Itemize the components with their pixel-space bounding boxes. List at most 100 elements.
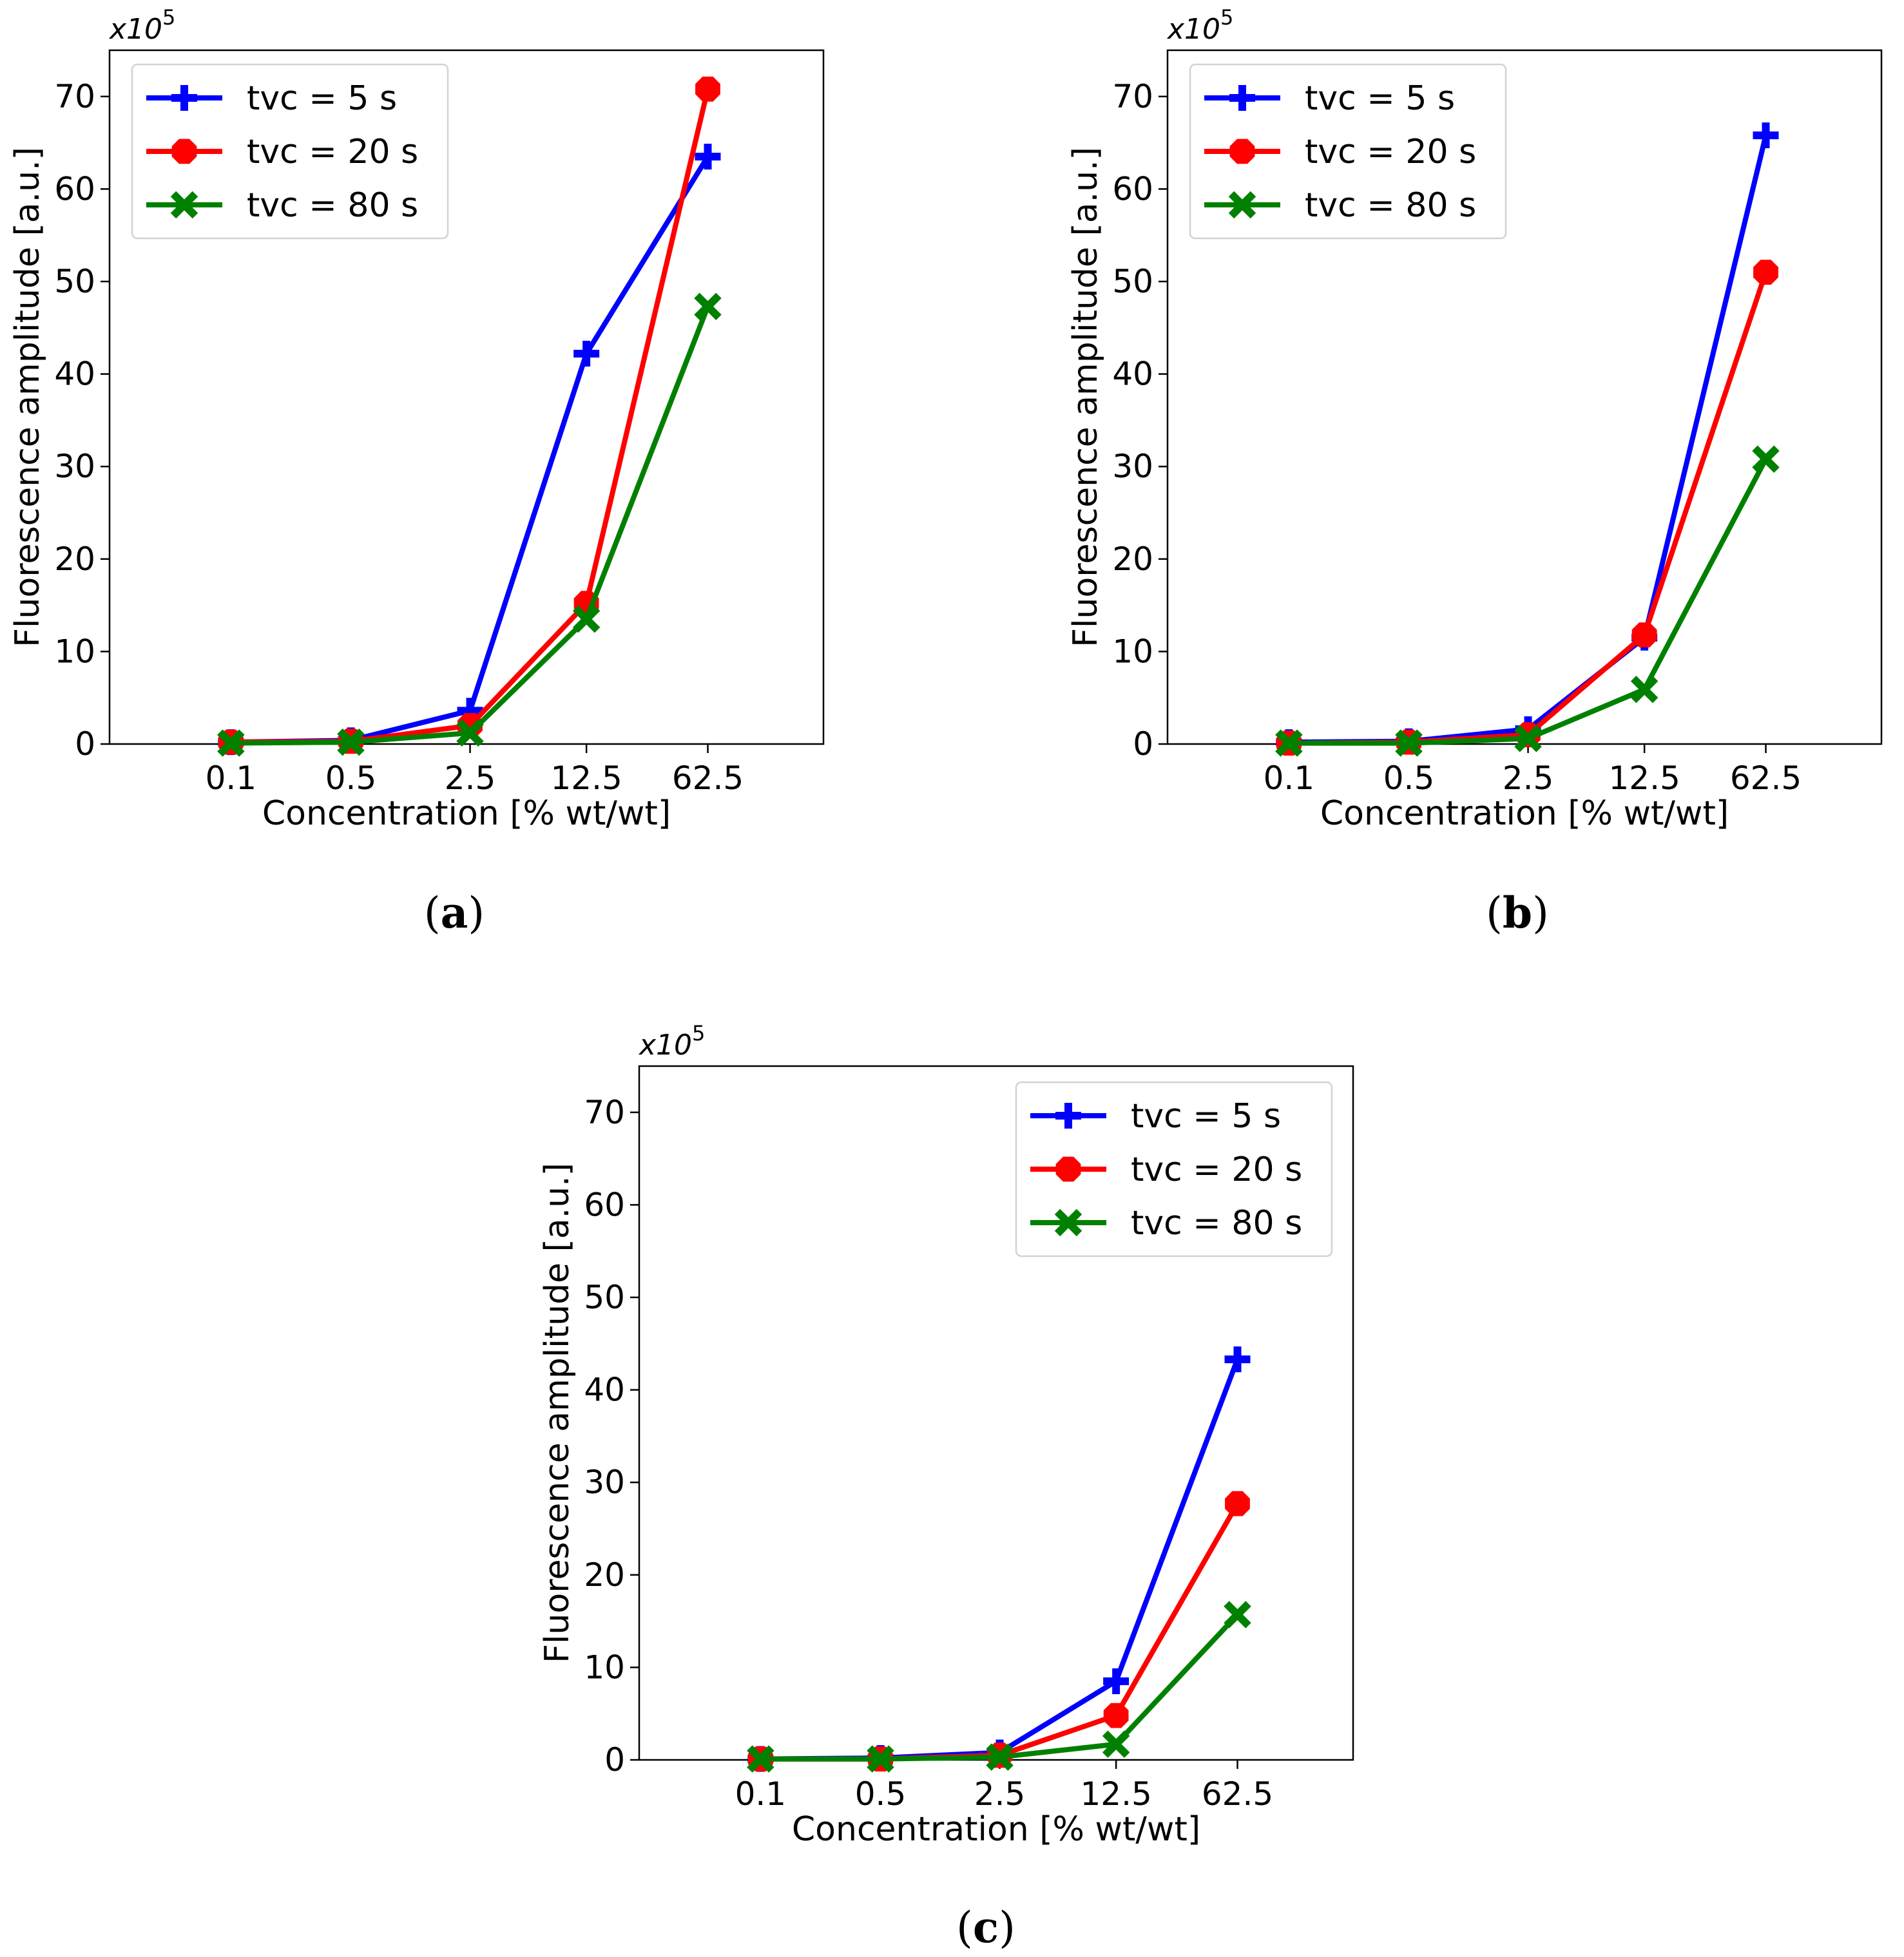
- y-tick-label: 50: [54, 263, 95, 300]
- x-tick-label: 12.5: [1080, 1775, 1151, 1813]
- data-point-marker: [1224, 1601, 1251, 1628]
- y-tick-label: 0: [604, 1741, 625, 1779]
- data-point-marker: [1275, 729, 1303, 757]
- series-0: [747, 1346, 1251, 1772]
- y-tick-label: 30: [584, 1464, 625, 1501]
- y-tick-label: 60: [1112, 170, 1153, 207]
- data-point-marker: [694, 292, 722, 321]
- data-point-marker: [1395, 729, 1423, 757]
- legend: tvc = 5 s tvc = 20 s tvc = 80 s: [131, 63, 449, 240]
- data-point-marker: [572, 605, 601, 633]
- series-line: [231, 155, 710, 745]
- chart-panel-b: 0 10 20 30 40 50 60 70 0.1 0.5 2.5 12.5 62.5Concentr…: [1066, 5, 1883, 938]
- legend-label: tvc = 20 s: [1305, 133, 1476, 171]
- x-tick-label: 12.5: [1608, 759, 1680, 797]
- data-point-marker: [1514, 725, 1542, 752]
- chart-panel-a: 0 10 20 30 40 50 60 70 0.1 0.5 2.5 12.5 62.5Concentr…: [8, 5, 825, 938]
- y-multiplier-label: x105: [638, 1021, 705, 1062]
- x-tick-label: 0.5: [1383, 759, 1435, 797]
- data-point-marker: [1630, 676, 1659, 703]
- y-tick-label: 30: [1112, 448, 1153, 485]
- panel-label: a: [441, 888, 468, 938]
- data-point-marker: [867, 1745, 894, 1773]
- x-tick-label: 0.5: [325, 759, 377, 797]
- series-line: [760, 1358, 1240, 1762]
- legend-marker: [1229, 138, 1255, 164]
- data-point-marker: [1103, 1703, 1129, 1728]
- data-point-marker: [695, 76, 720, 102]
- legend-label: tvc = 20 s: [1131, 1150, 1302, 1189]
- data-point-marker: [747, 1745, 774, 1773]
- y-tick-label: 20: [1112, 540, 1153, 578]
- legend-label: tvc = 80 s: [247, 186, 418, 225]
- x-tick-label: 0.1: [735, 1775, 787, 1813]
- y-multiplier-exponent: 5: [1220, 5, 1233, 30]
- y-tick-label: 30: [54, 448, 95, 485]
- legend-marker: [1055, 1156, 1081, 1182]
- y-tick-label: 40: [1112, 356, 1153, 393]
- legend-label: tvc = 20 s: [247, 133, 418, 171]
- y-axis-label: Fluorescence amplitude [a.u.]: [538, 1163, 577, 1663]
- series-1: [748, 1491, 1250, 1771]
- data-point-marker: [337, 728, 365, 756]
- x-tick-label: 62.5: [1730, 759, 1802, 797]
- y-tick-label: 60: [54, 170, 95, 207]
- series-2: [217, 292, 722, 757]
- y-tick-label: 50: [1112, 263, 1153, 300]
- x-tick-label: 0.1: [1264, 759, 1315, 797]
- y-multiplier-base: x10: [638, 1029, 692, 1062]
- panel-label: c: [973, 1902, 999, 1952]
- legend-marker: [1054, 1208, 1082, 1237]
- y-tick-label: 0: [75, 725, 95, 763]
- data-point-marker: [1753, 260, 1778, 285]
- y-tick-label: 10: [584, 1648, 625, 1686]
- legend: tvc = 5 s tvc = 20 s tvc = 80 s: [1189, 63, 1507, 240]
- legend: tvc = 5 s tvc = 20 s tvc = 80 s: [1015, 1081, 1333, 1257]
- data-point-marker-h: [573, 350, 600, 358]
- panel-caption: (b): [1486, 888, 1549, 938]
- panel-caption: (a): [424, 888, 485, 938]
- panel-caption: (c): [956, 1902, 1015, 1952]
- data-point-marker: [217, 729, 245, 757]
- y-tick-label: 20: [584, 1556, 625, 1594]
- y-multiplier-label: x105: [1166, 5, 1233, 46]
- plot-frame: [108, 49, 825, 745]
- legend-marker: [170, 191, 198, 219]
- series-line: [231, 305, 711, 746]
- data-point-marker: [1102, 1730, 1130, 1758]
- y-tick-label: 0: [1133, 725, 1153, 763]
- y-multiplier-exponent: 5: [162, 5, 175, 30]
- y-axis-label: Fluorescence amplitude [a.u.]: [1066, 147, 1105, 647]
- panel-label: b: [1503, 888, 1532, 938]
- legend-box: [131, 63, 449, 240]
- data-point-marker: [456, 719, 484, 747]
- series-line: [760, 1612, 1240, 1762]
- y-multiplier-base: x10: [108, 13, 162, 46]
- y-tick-label: 40: [584, 1371, 625, 1409]
- legend-label: tvc = 80 s: [1305, 186, 1476, 225]
- x-tick-label: 62.5: [672, 759, 744, 797]
- series-2: [1275, 445, 1780, 757]
- y-multiplier-exponent: 5: [692, 1021, 705, 1045]
- y-tick-label: 10: [54, 633, 95, 670]
- data-point-marker: [1225, 1491, 1250, 1516]
- legend-marker-h: [171, 94, 197, 102]
- legend-marker: [171, 138, 197, 164]
- legend-label: tvc = 5 s: [1305, 79, 1455, 118]
- x-tick-label: 2.5: [974, 1775, 1026, 1813]
- chart-panel-c: 0 10 20 30 40 50 60 70 0.1 0.5 2.5 12.5 62.5Concentr…: [538, 1021, 1354, 1952]
- legend-marker: [1228, 191, 1256, 219]
- data-point-marker-h: [457, 707, 483, 715]
- data-point-marker-h: [1103, 1677, 1130, 1685]
- y-multiplier-label: x105: [108, 5, 175, 46]
- x-tick-label: 2.5: [445, 759, 496, 797]
- x-axis-label: Concentration [% wt/wt]: [262, 794, 671, 833]
- series-line: [1289, 457, 1769, 746]
- y-tick-label: 60: [584, 1186, 625, 1223]
- x-tick-label: 0.1: [206, 759, 257, 797]
- data-point-marker: [986, 1743, 1014, 1771]
- data-point-marker: [1752, 445, 1780, 473]
- legend-label: tvc = 5 s: [1131, 1097, 1281, 1136]
- legend-marker-h: [1229, 94, 1255, 102]
- y-axis-label: Fluorescence amplitude [a.u.]: [8, 147, 47, 647]
